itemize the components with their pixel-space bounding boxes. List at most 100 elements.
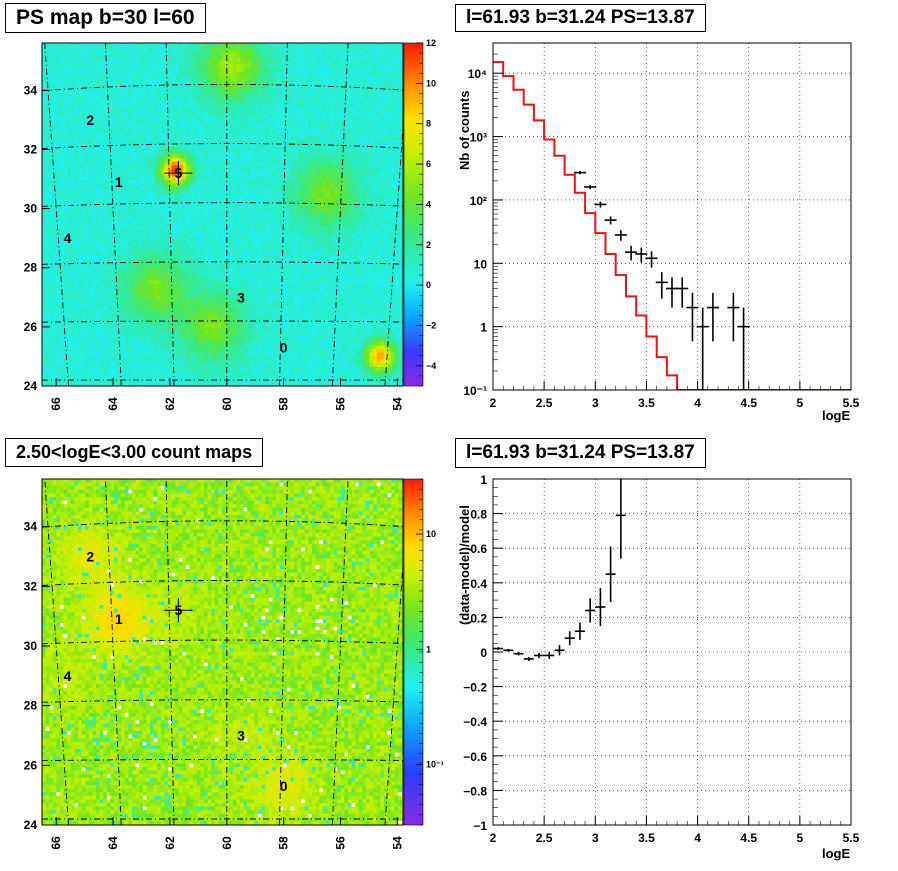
map-pixel xyxy=(211,169,216,173)
map-pixel xyxy=(81,107,86,112)
map-pixel xyxy=(193,46,198,51)
map-pixel xyxy=(344,100,349,105)
map-pixel xyxy=(304,154,309,159)
map-pixel xyxy=(150,125,154,130)
map-pixel xyxy=(283,97,288,101)
map-pixel xyxy=(153,82,158,87)
map-pixel xyxy=(229,57,234,62)
map-pixel xyxy=(74,201,79,206)
map-pixel xyxy=(193,129,198,134)
map-pixel xyxy=(369,46,374,51)
map-pixel xyxy=(146,158,151,163)
map-pixel xyxy=(121,161,126,166)
map-pixel xyxy=(189,147,194,152)
map-pixel xyxy=(247,151,252,155)
map-pixel xyxy=(366,97,370,101)
map-pixel xyxy=(110,43,115,47)
map-pixel xyxy=(171,53,176,58)
map-pixel xyxy=(297,147,302,152)
map-pixel xyxy=(348,133,352,137)
map-pixel xyxy=(301,122,306,127)
map-pixel xyxy=(99,57,104,62)
map-pixel xyxy=(261,169,266,173)
map-pixel xyxy=(99,61,104,65)
map-pixel xyxy=(200,212,205,217)
map-pixel xyxy=(240,133,244,137)
map-pixel xyxy=(376,136,381,141)
map-pixel xyxy=(279,187,284,191)
map-pixel xyxy=(232,86,237,91)
map-pixel xyxy=(312,57,316,62)
map-pixel xyxy=(297,86,302,91)
map-pixel xyxy=(236,104,241,109)
map-pixel xyxy=(153,129,158,134)
map-pixel xyxy=(398,86,403,91)
map-pixel xyxy=(279,208,284,213)
map-pixel xyxy=(344,53,349,58)
map-pixel xyxy=(175,89,180,94)
map-pixel xyxy=(189,46,194,51)
map-pixel xyxy=(355,71,360,76)
map-pixel xyxy=(56,93,61,98)
map-pixel xyxy=(247,154,252,159)
map-pixel xyxy=(142,140,147,145)
map-pixel xyxy=(150,107,154,112)
map-pixel xyxy=(319,75,324,80)
map-pixel xyxy=(67,133,72,137)
map-pixel xyxy=(146,183,151,188)
map-pixel xyxy=(157,179,162,184)
map-pixel xyxy=(178,97,183,101)
map-pixel xyxy=(121,111,126,116)
map-pixel xyxy=(85,50,90,55)
map-pixel xyxy=(153,151,158,155)
map-pixel xyxy=(186,122,190,127)
map-pixel xyxy=(78,104,82,109)
map-pixel xyxy=(301,183,306,188)
map-pixel xyxy=(222,201,226,206)
map-pixel xyxy=(373,133,378,137)
map-pixel xyxy=(60,122,64,127)
map-pixel xyxy=(142,147,147,152)
map-pixel xyxy=(78,212,82,217)
map-pixel xyxy=(297,176,302,181)
map-pixel xyxy=(74,97,79,101)
map-pixel xyxy=(42,187,46,191)
map-pixel xyxy=(261,118,266,123)
map-pixel xyxy=(42,183,46,188)
map-pixel xyxy=(297,115,302,119)
map-pixel xyxy=(344,201,349,206)
map-pixel xyxy=(142,197,147,202)
map-pixel xyxy=(319,205,324,209)
map-pixel xyxy=(236,143,241,148)
map-pixel xyxy=(74,118,79,123)
map-pixel xyxy=(81,208,86,213)
map-pixel xyxy=(150,147,154,152)
map-pixel xyxy=(146,147,151,152)
map-pixel xyxy=(333,140,338,145)
map-pixel xyxy=(294,86,298,91)
map-pixel xyxy=(326,169,331,173)
map-pixel xyxy=(283,179,288,184)
map-pixel xyxy=(128,107,133,112)
map-pixel xyxy=(70,133,75,137)
map-pixel xyxy=(193,165,198,170)
map-pixel xyxy=(286,79,291,83)
map-pixel xyxy=(384,89,388,94)
map-pixel xyxy=(114,165,118,170)
map-pixel xyxy=(135,61,140,65)
map-pixel xyxy=(351,143,356,148)
map-pixel xyxy=(366,93,370,98)
map-pixel xyxy=(236,165,241,170)
map-pixel xyxy=(258,158,262,163)
map-pixel xyxy=(322,143,327,148)
map-pixel xyxy=(106,176,111,181)
map-pixel xyxy=(380,118,385,123)
map-pixel xyxy=(128,194,133,199)
map-pixel xyxy=(56,125,61,130)
map-pixel xyxy=(380,68,385,73)
map-pixel xyxy=(211,212,216,217)
map-pixel xyxy=(232,61,237,65)
map-pixel xyxy=(56,133,61,137)
map-pixel xyxy=(63,53,68,58)
map-pixel xyxy=(232,43,237,47)
